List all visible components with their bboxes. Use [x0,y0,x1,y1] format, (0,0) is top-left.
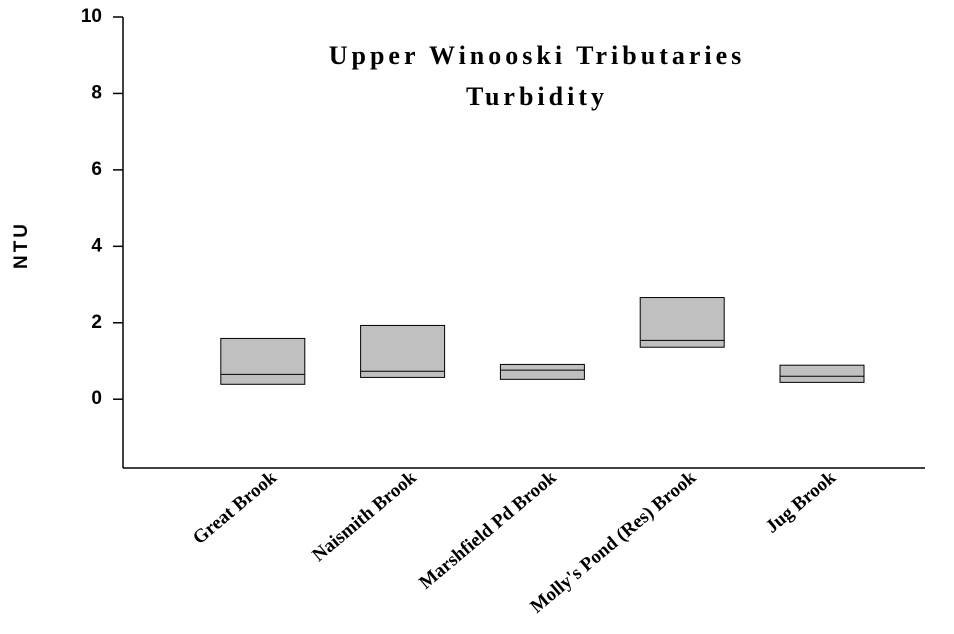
x-tick-label: Great Brook [189,467,281,549]
y-tick-label: 2 [91,312,102,333]
box [220,337,306,385]
y-axis-label: NTU [11,221,32,269]
x-tick-label: Naismith Brook [308,467,421,566]
chart-title: Upper Winooski Tributaries [329,41,746,70]
box [499,363,585,380]
box [639,297,725,348]
y-tick-label: 0 [91,388,102,409]
box [360,324,446,378]
y-tick-label: 10 [81,6,102,27]
y-tick-label: 8 [91,82,102,103]
y-tick-label: 4 [91,235,102,256]
x-tick-label: Jug Brook [762,467,841,538]
chart-title: Turbidity [466,82,608,111]
y-tick-label: 6 [91,159,102,180]
box [779,364,865,383]
x-tick-label: Marshfield Pd Brook [415,467,560,594]
